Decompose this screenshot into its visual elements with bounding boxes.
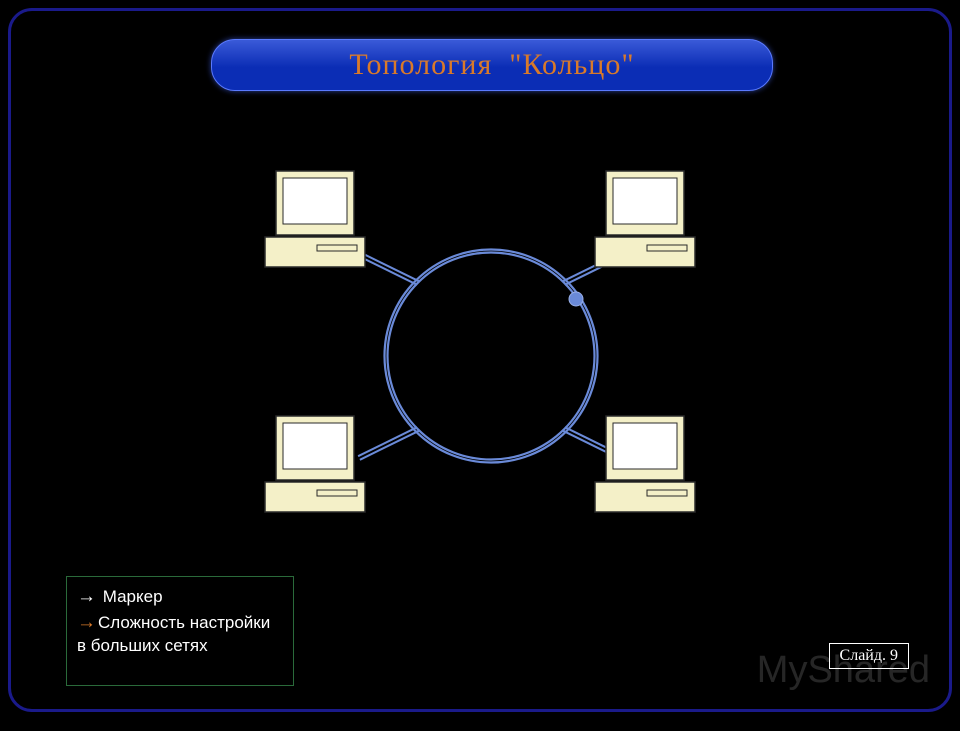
slide-title: Топология "Кольцо" [349, 48, 634, 82]
slide-number-label: Слайд. 9 [840, 647, 898, 664]
legend-text-2: Сложность настройки в больших сетях [77, 613, 270, 655]
slide-number: Слайд. 9 [829, 643, 909, 669]
legend-item-complexity: →Сложность настройки в больших сетях [77, 611, 283, 656]
legend-item-marker: → Маркер [77, 585, 283, 609]
title-pill: Топология "Кольцо" [211, 39, 773, 91]
legend-box: → Маркер →Сложность настройки в больших … [66, 576, 294, 686]
legend-text-1: Маркер [98, 587, 163, 606]
slide-frame: Топология "Кольцо" → Маркер →Сложность н… [8, 8, 952, 712]
arrow-icon: → [77, 612, 96, 633]
arrow-icon: → [77, 586, 96, 607]
